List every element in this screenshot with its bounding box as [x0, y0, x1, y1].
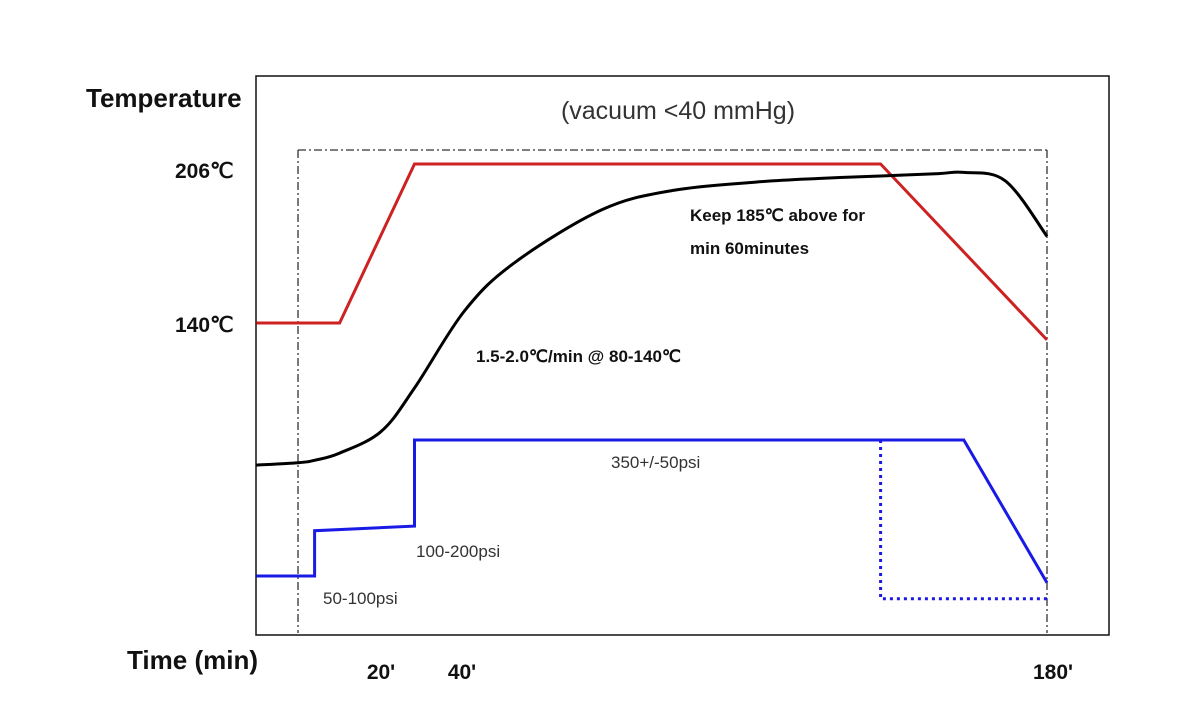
pressure-line [256, 438, 1049, 584]
y-tick-label: 140℃ [175, 314, 234, 337]
temperature-setpoint-line [256, 162, 1049, 341]
y-tick-label: 206℃ [175, 160, 234, 183]
ramp-rate-annotation: 1.5-2.0℃/min @ 80-140℃ [476, 347, 681, 366]
dash-dot-window [297, 149, 1048, 633]
chart-subtitle: (vacuum <40 mmHg) [561, 97, 795, 125]
x-tick-label: 40' [448, 661, 476, 684]
y-axis-title: Temperature [86, 83, 242, 113]
plot-frame [255, 75, 1110, 636]
pressure-release-dotted-line [879, 440, 1047, 601]
part-temperature-curve [256, 170, 1049, 467]
series-layer [256, 162, 1049, 601]
pressure-annotation-100-200: 100-200psi [416, 542, 500, 561]
x-tick-label: 180' [1033, 661, 1073, 684]
pressure-annotation-50-100: 50-100psi [323, 589, 398, 608]
pressure-annotation-350: 350+/-50psi [611, 453, 700, 472]
hold-annotation-line2: min 60minutes [690, 239, 809, 258]
x-tick-label: 20' [367, 661, 395, 684]
hold-annotation-line1: Keep 185℃ above for [690, 206, 865, 225]
x-axis-title: Time (min) [127, 645, 258, 675]
